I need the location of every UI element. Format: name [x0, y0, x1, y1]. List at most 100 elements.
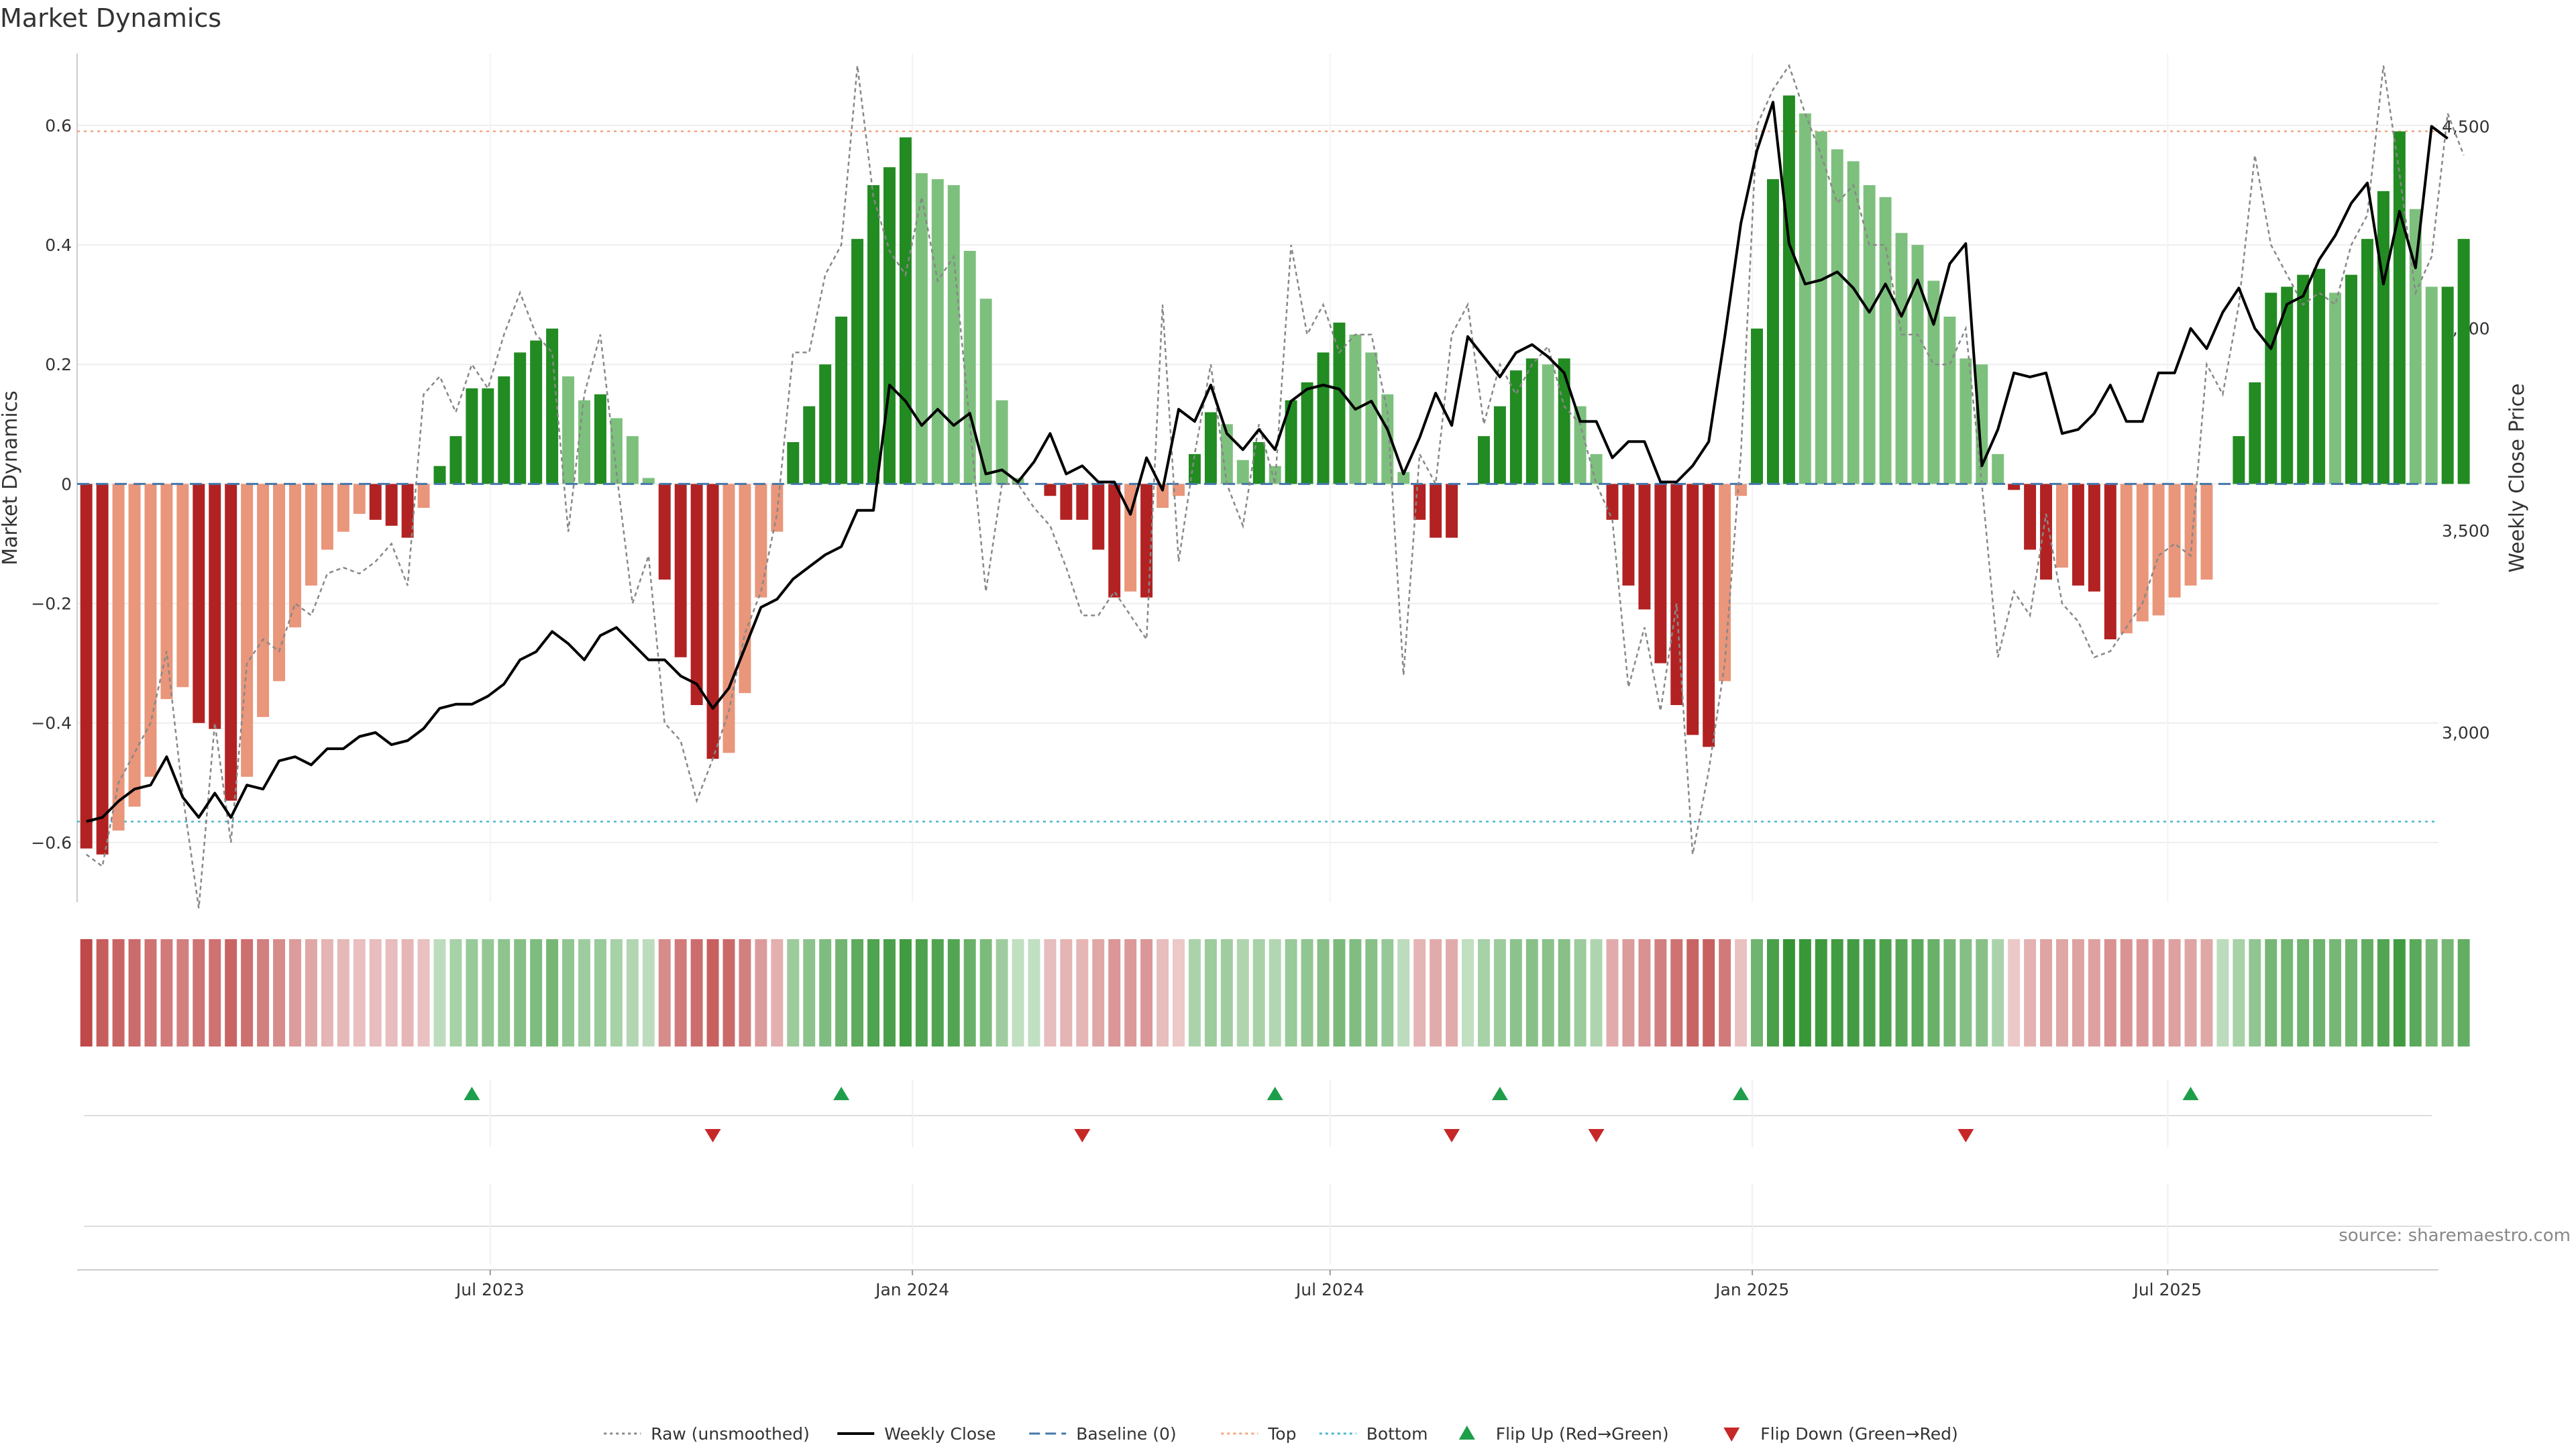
strip-cell [2249, 939, 2261, 1046]
flip-markers-panel [84, 1080, 2432, 1265]
bar [2441, 286, 2454, 484]
strip-cell [1590, 939, 1603, 1046]
strip-cell [722, 939, 735, 1046]
strip-cell [594, 939, 606, 1046]
bar [1895, 233, 1908, 484]
strip-cell [466, 939, 478, 1046]
strip-cell [1670, 939, 1683, 1046]
bar [690, 484, 703, 706]
bar [963, 250, 976, 484]
bar [2088, 484, 2100, 592]
bar [996, 400, 1008, 484]
legend-swatch-triangle-up [1458, 1426, 1475, 1440]
strip-cell [1124, 939, 1137, 1046]
strip-cell [1558, 939, 1570, 1046]
bar [1430, 484, 1442, 538]
strip-cell [1751, 939, 1764, 1046]
strip-cell [1076, 939, 1089, 1046]
bar [530, 340, 543, 484]
strip-cell [1252, 939, 1265, 1046]
strip-cell [1397, 939, 1410, 1046]
strip-cell [1430, 939, 1442, 1046]
bar [2377, 191, 2390, 484]
bar [915, 173, 928, 484]
strip-cell [80, 939, 93, 1046]
strip-cell [433, 939, 446, 1046]
bar [931, 179, 944, 484]
bar [1815, 131, 1827, 484]
y-tick-left-label: −0.4 [31, 714, 72, 733]
bar [1044, 484, 1057, 496]
bar [1943, 316, 1956, 484]
bar [2393, 131, 2406, 484]
strip-cell [626, 939, 639, 1046]
strip-cell [562, 939, 575, 1046]
strip-cell [1317, 939, 1330, 1046]
bar [1960, 358, 1972, 484]
bar [787, 442, 800, 484]
bar [803, 406, 816, 484]
flip-down-marker [1444, 1129, 1460, 1142]
flip-up-marker [1491, 1087, 1508, 1100]
strip-cell [2024, 939, 2037, 1046]
strip-cell [2168, 939, 2181, 1046]
strip-cell [2233, 939, 2245, 1046]
raw-unsmoothed-line [85, 63, 2465, 909]
bar [674, 484, 687, 657]
bar [417, 484, 430, 508]
y-tick-left-label: 0 [61, 474, 72, 494]
strip-cell [2120, 939, 2133, 1046]
bar [594, 394, 606, 484]
strip-cell [369, 939, 382, 1046]
bar [1686, 484, 1699, 735]
strip-cell [1703, 939, 1715, 1046]
bar [144, 484, 157, 777]
strip-cell [1365, 939, 1378, 1046]
strip-cell [1911, 939, 1924, 1046]
bar [1799, 113, 1811, 484]
strip-cell [2441, 939, 2454, 1046]
strip-cell [835, 939, 848, 1046]
y-tick-right-label: 3,000 [2442, 723, 2490, 743]
strip-cell [2056, 939, 2068, 1046]
bar [1911, 245, 1924, 484]
bar [401, 484, 414, 538]
strip-cell [2008, 939, 2021, 1046]
bar [1525, 358, 1538, 484]
bar [1076, 484, 1089, 520]
bar [755, 484, 767, 598]
bar [562, 376, 575, 484]
bar [1188, 453, 1201, 484]
x-tick-label: Jul 2023 [455, 1280, 525, 1299]
legend-item: Bottom [1319, 1424, 1428, 1444]
y-axis-left-label: Market Dynamics [0, 390, 22, 566]
strip-cell [642, 939, 655, 1046]
strip-cell [1654, 939, 1667, 1046]
legend: Raw (unsmoothed) Weekly Close Baseline (0)… [604, 1424, 1958, 1444]
legend-label: Bottom [1366, 1424, 1428, 1444]
bar [433, 466, 446, 484]
strip-cell [1976, 939, 1988, 1046]
bar [369, 484, 382, 520]
strip-cell [1509, 939, 1522, 1046]
bar [883, 167, 896, 484]
bar [2249, 382, 2261, 484]
bar [385, 484, 398, 526]
bar [658, 484, 671, 580]
bar [305, 484, 317, 586]
strip-cell [1831, 939, 1843, 1046]
bar [1509, 370, 1522, 484]
strip-cell [546, 939, 559, 1046]
bar [1751, 328, 1764, 484]
strip-cell [1815, 939, 1827, 1046]
bar [241, 484, 254, 777]
strip-cell [176, 939, 189, 1046]
bar [1413, 484, 1426, 520]
bar [337, 484, 350, 532]
legend-item: Flip Up (Red→Green) [1458, 1424, 1669, 1444]
strip-cell [1381, 939, 1394, 1046]
x-tick-label: Jul 2025 [2132, 1280, 2202, 1299]
strip-cell [1606, 939, 1619, 1046]
bar [979, 299, 992, 484]
strip-cell [1140, 939, 1153, 1046]
